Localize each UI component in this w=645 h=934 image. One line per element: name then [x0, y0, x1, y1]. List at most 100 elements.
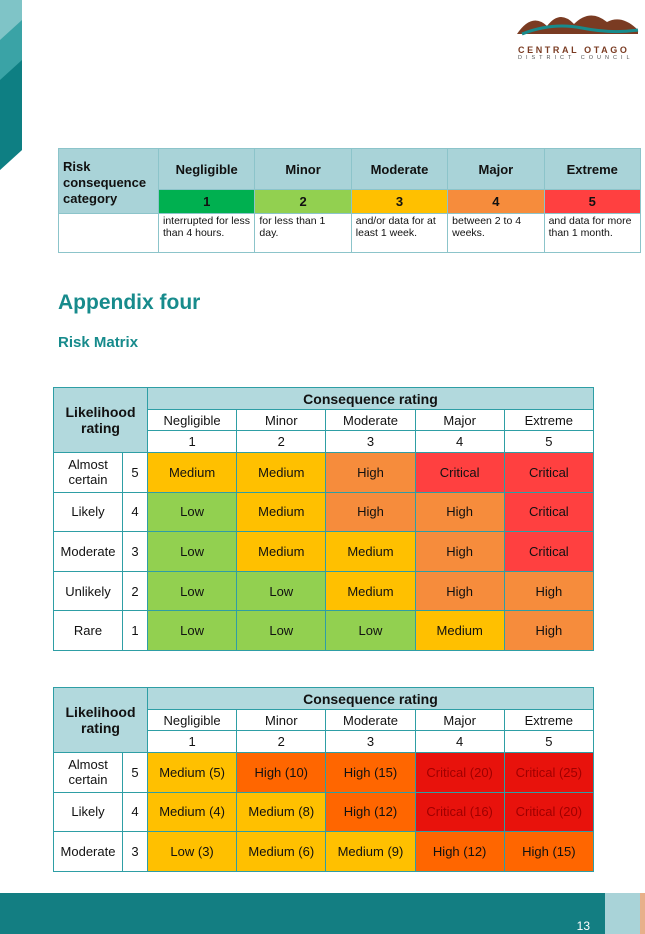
empty-cell — [58, 213, 159, 253]
matrix-row: Unlikely 2 Low Low Medium High High — [53, 570, 594, 612]
heading: Appendix four — [58, 291, 201, 314]
column-number: 3 — [325, 730, 416, 753]
group-row: Likelihood rating Consequence rating — [53, 687, 594, 753]
footer-strip — [640, 893, 645, 934]
risk-cell: High — [503, 610, 594, 651]
risk-cell: Medium (5) — [146, 752, 238, 793]
risk-cell: High — [414, 491, 505, 533]
column-number: 5 — [503, 430, 594, 453]
description: for less than 1 day. — [254, 213, 352, 253]
risk-cell: Low — [325, 610, 416, 651]
risk-cell: High — [325, 452, 416, 493]
risk-cell: Medium (8) — [236, 791, 327, 833]
corner-cell: Risk consequence category — [58, 148, 159, 214]
likelihood-label: Almost certain — [53, 452, 123, 493]
group-row: Likelihood rating Consequence rating — [53, 387, 594, 453]
column-header: Extreme — [503, 409, 594, 431]
risk-cell: High (10) — [236, 752, 327, 793]
likelihood-number: 5 — [122, 752, 148, 793]
subheading: Risk Matrix — [58, 334, 139, 351]
risk-cell: Critical (25) — [503, 752, 594, 793]
column-number: 3 — [325, 430, 416, 453]
column-row: Negligible Minor Moderate Major Extreme — [54, 409, 594, 431]
risk-cell: High (15) — [325, 752, 416, 793]
risk-cell: Medium — [236, 491, 327, 533]
matrix-row: Almost certain 5 Medium (5) High (10) High (… — [53, 752, 594, 793]
risk-cell: High — [414, 531, 505, 572]
description: interrupted for less than 4 hours. — [157, 213, 256, 253]
corner-cell: Likelihood rating — [53, 687, 148, 753]
risk-cell: Low — [146, 491, 238, 533]
risk-cell: Medium — [146, 452, 238, 493]
risk-cell: Low — [236, 610, 327, 651]
description-row: interrupted for less than 4 hours. for le… — [58, 213, 641, 253]
rating-number: 2 — [254, 189, 352, 214]
risk-cell: Critical — [503, 491, 594, 533]
risk-cell: High (12) — [325, 791, 416, 833]
risk-cell: Critical (20) — [503, 791, 594, 833]
risk-cell: High — [325, 491, 416, 533]
likelihood-label: Moderate — [53, 531, 123, 572]
risk-cell: Medium — [414, 610, 505, 651]
risk-cell: High (12) — [414, 831, 505, 872]
column-header: Major — [447, 148, 545, 190]
column-header: Negligible — [146, 409, 238, 431]
logo-mark — [517, 15, 639, 36]
column-number: 4 — [414, 730, 505, 753]
rating-number: 4 — [447, 189, 545, 214]
consequence-table: Risk consequence category Negligible Minor… — [58, 148, 641, 253]
likelihood-label: Likely — [53, 491, 123, 533]
risk-cell: Critical — [503, 452, 594, 493]
likelihood-number: 5 — [122, 452, 148, 493]
column-number: 2 — [236, 430, 327, 453]
logo-name: CENTRAL OTAGO — [518, 45, 630, 55]
description: between 2 to 4 weeks. — [447, 213, 545, 253]
matrix-row: Likely 4 Medium (4) Medium (8) High (12) Crit… — [53, 791, 594, 833]
header-row: Risk consequence category Negligible Minor… — [58, 148, 641, 214]
likelihood-label: Rare — [53, 610, 123, 651]
risk-cell: Medium — [325, 531, 416, 572]
column-header: Minor — [236, 709, 327, 731]
side-decoration — [0, 0, 22, 170]
matrix-row: Likely 4 Low Medium High High Critical — [53, 491, 594, 533]
matrix-row: Rare 1 Low Low Low Medium High — [53, 610, 594, 651]
column-header: Negligible — [157, 148, 256, 190]
column-header: Extreme — [503, 709, 594, 731]
column-header: Negligible — [146, 709, 238, 731]
column-header: Extreme — [543, 148, 641, 190]
column-header: Moderate — [350, 148, 449, 190]
likelihood-label: Moderate — [53, 831, 123, 872]
group-header: Consequence rating — [147, 687, 594, 710]
likelihood-number: 3 — [122, 831, 148, 872]
likelihood-label: Likely — [53, 791, 123, 833]
corner-cell: Likelihood rating — [53, 387, 148, 453]
risk-cell: Medium — [236, 531, 327, 572]
risk-cell: Critical — [414, 452, 505, 493]
risk-cell: Medium — [325, 570, 416, 612]
risk-cell: Low (3) — [146, 831, 238, 872]
risk-cell: Low — [236, 570, 327, 612]
risk-matrix: Likelihood rating Consequence rating Negli… — [53, 387, 594, 651]
rating-number: 5 — [543, 189, 641, 214]
logo: CENTRAL OTAGO DISTRICT COUNCIL — [512, 4, 642, 64]
column-number: 5 — [503, 730, 594, 753]
likelihood-label: Almost certain — [53, 752, 123, 793]
risk-cell: Critical (20) — [414, 752, 505, 793]
likelihood-number: 1 — [122, 610, 148, 651]
matrix-row: Almost certain 5 Medium Medium High Critical C… — [53, 452, 594, 493]
risk-cell: Low — [146, 531, 238, 572]
footer-bar — [0, 893, 605, 934]
risk-cell: Medium (6) — [236, 831, 327, 872]
column-header: Moderate — [325, 409, 416, 431]
matrix-row: Moderate 3 Low Medium Medium High Critical — [53, 531, 594, 572]
risk-matrix-scored: Likelihood rating Consequence rating Negli… — [53, 687, 594, 872]
column-header: Moderate — [325, 709, 416, 731]
risk-cell: Medium — [236, 452, 327, 493]
risk-cell: Medium (4) — [146, 791, 238, 833]
column-number: 1 — [146, 430, 238, 453]
column-header: Major — [414, 709, 505, 731]
risk-cell: High — [503, 570, 594, 612]
column-number: 1 — [146, 730, 238, 753]
description: and/or data for at least 1 week. — [350, 213, 449, 253]
footer-block — [605, 893, 640, 934]
